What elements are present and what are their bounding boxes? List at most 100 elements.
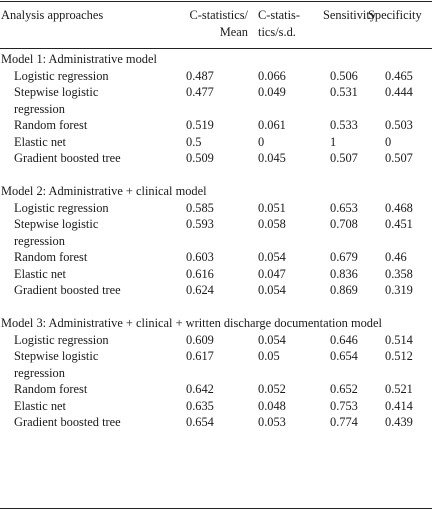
c-statistic-sd: 0.049 [258,85,286,99]
approach-name: Logistic regression [14,68,109,83]
sensitivity-value: 0.753 [330,398,358,413]
c-statistic-sd: 0.05 [258,349,280,363]
specificity-value: 0.521 [385,382,413,396]
approach-name: Gradient boosted tree [14,283,121,297]
approach-name: Stepwise logistic regression [14,217,99,248]
c-statistic-mean: 0.609 [186,332,214,347]
c-statistic-mean: 0.487 [186,68,214,83]
c-statistic-sd: 0.052 [258,382,286,396]
sensitivity-value: 0.679 [330,250,358,264]
c-statistic-mean: 0.642 [186,382,214,396]
specificity-value: 0 [385,134,392,149]
approach-name: Elastic net [14,134,66,149]
c-statistic-sd: 0.047 [258,266,286,281]
header-sensitivity: Sensitivity [323,8,377,22]
c-statistic-mean: 0.585 [186,200,214,215]
specificity-value: 0.444 [385,85,413,99]
header-c-statistics-mean: C-statistics/ Mean [189,8,248,39]
table-row: Elastic net 0.5 0 1 0 [0,134,432,151]
c-statistic-mean: 0.603 [186,250,214,264]
header-analysis-approaches: Analysis approaches [1,8,104,22]
section-title: Model 2: Administrative + clinical model [1,184,207,198]
header-rule [0,48,432,49]
specificity-value: 0.414 [385,398,413,413]
c-statistic-sd: 0.054 [258,250,286,264]
specificity-value: 0.358 [385,266,413,281]
c-statistic-mean: 0.477 [186,85,214,99]
c-statistic-mean: 0.509 [186,151,214,165]
c-statistic-sd: 0.053 [258,415,286,429]
table-row: Random forest 0.642 0.052 0.652 0.521 [0,381,432,398]
sensitivity-value: 1 [330,134,337,149]
approach-name: Stepwise logistic regression [14,349,99,380]
c-statistic-mean: 0.519 [186,118,214,132]
c-statistic-sd: 0.048 [258,398,286,413]
approach-name: Gradient boosted tree [14,415,121,429]
sensitivity-value: 0.654 [330,349,358,363]
specificity-value: 0.507 [385,151,413,165]
c-statistic-sd: 0 [258,134,265,149]
c-statistic-mean: 0.593 [186,217,214,231]
table-row: Logistic regression 0.487 0.066 0.506 0.465 [0,68,432,85]
c-statistic-mean: 0.5 [186,134,202,149]
table-row: Gradient boosted tree 0.654 0.053 0.774 0.43… [0,414,432,447]
c-statistic-sd: 0.058 [258,217,286,231]
specificity-value: 0.503 [385,118,413,132]
specificity-value: 0.439 [385,415,413,429]
table-row: Gradient boosted tree 0.509 0.045 0.507 0.50… [0,150,432,183]
table-body: Model 1: Administrative model Logistic re… [0,51,432,447]
table-row: Stepwise logistic regression 0.477 0.049 0.… [0,84,432,117]
table-row: Gradient boosted tree 0.624 0.054 0.869 0.31… [0,282,432,315]
table-row: Elastic net 0.635 0.048 0.753 0.414 [0,398,432,415]
sensitivity-value: 0.836 [330,266,358,281]
c-statistic-sd: 0.045 [258,151,286,165]
table-row: Elastic net 0.616 0.047 0.836 0.358 [0,266,432,283]
specificity-value: 0.465 [385,68,413,83]
section-title: Model 3: Administrative + clinical + wri… [1,316,382,330]
approach-name: Stepwise logistic regression [14,85,99,116]
specificity-value: 0.319 [385,283,413,297]
sensitivity-value: 0.869 [330,283,358,297]
table-row: Stepwise logistic regression 0.617 0.05 0.6… [0,348,432,381]
specificity-value: 0.451 [385,217,413,231]
table-bottom-rule [0,508,432,509]
specificity-value: 0.468 [385,200,413,215]
table-row: Random forest 0.603 0.054 0.679 0.46 [0,249,432,266]
sensitivity-value: 0.774 [330,415,358,429]
table-row: Random forest 0.519 0.061 0.533 0.503 [0,117,432,134]
specificity-value: 0.512 [385,349,413,363]
c-statistic-mean: 0.617 [186,349,214,363]
sensitivity-value: 0.506 [330,68,358,83]
c-statistic-mean: 0.624 [186,283,214,297]
sensitivity-value: 0.652 [330,382,358,396]
approach-name: Random forest [14,118,88,132]
approach-name: Logistic regression [14,200,109,215]
table-row: Stepwise logistic regression 0.593 0.058 0.… [0,216,432,249]
c-statistic-mean: 0.616 [186,266,214,281]
approach-name: Random forest [14,250,88,264]
sensitivity-value: 0.533 [330,118,358,132]
approach-name: Gradient boosted tree [14,151,121,165]
approach-name: Logistic regression [14,332,109,347]
c-statistic-sd: 0.054 [258,283,286,297]
c-statistic-sd: 0.054 [258,332,286,347]
header-specificity: Specificity [368,8,422,22]
approach-name: Random forest [14,382,88,396]
section-title: Model 1: Administrative model [1,52,157,66]
table-top-rule [0,1,432,2]
table-row: Logistic regression 0.585 0.051 0.653 0.468 [0,200,432,217]
specificity-value: 0.46 [385,250,407,264]
specificity-value: 0.514 [385,332,413,347]
approach-name: Elastic net [14,266,66,281]
table-row: Logistic regression 0.609 0.054 0.646 0.514 [0,332,432,349]
c-statistic-sd: 0.061 [258,118,286,132]
c-statistic-mean: 0.635 [186,398,214,413]
sensitivity-value: 0.653 [330,200,358,215]
sensitivity-value: 0.531 [330,85,358,99]
sensitivity-value: 0.708 [330,217,358,231]
c-statistic-mean: 0.654 [186,415,214,429]
header-c-statistics-sd: C-statis- tics/s.d. [258,8,300,39]
c-statistic-sd: 0.066 [258,68,286,83]
c-statistic-sd: 0.051 [258,200,286,215]
approach-name: Elastic net [14,398,66,413]
